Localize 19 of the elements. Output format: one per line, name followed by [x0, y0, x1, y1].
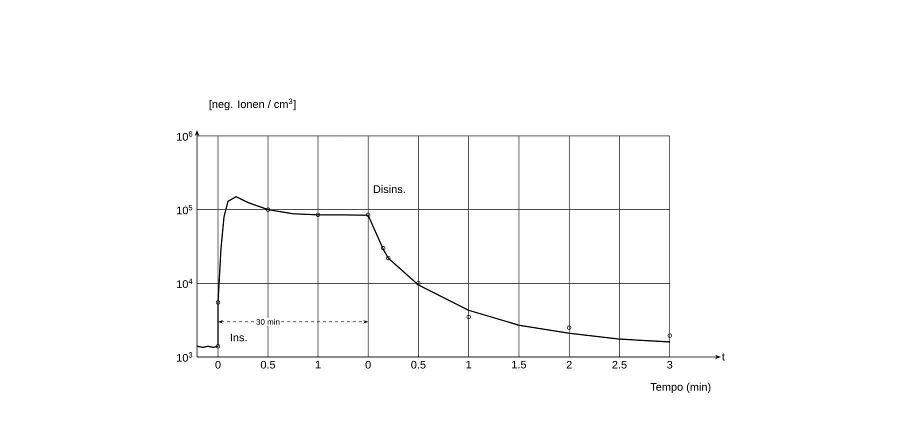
- x-tick-label: 2.5: [612, 360, 627, 369]
- y-tick-label: 10$^{4}$: [177, 278, 192, 288]
- y-tick-label: 10$^{6}$: [177, 131, 192, 141]
- x-tick-label: 1: [466, 360, 472, 368]
- x-tick-label: 0: [366, 360, 371, 369]
- x-tick-label: 0: [215, 360, 221, 369]
- x-tick-label: 0.5: [411, 360, 426, 369]
- y-tick-label: 10$^{3}$: [177, 352, 192, 362]
- text: t: [722, 353, 725, 361]
- x-tick-label: 3: [667, 360, 672, 369]
- x-tick-label: 0.5: [260, 360, 276, 369]
- x-tick-label: 2: [566, 360, 572, 368]
- x-tick-label: 1.5: [512, 360, 526, 368]
- annotation: Disins.: [374, 185, 405, 194]
- y-axis-title: [neg. Ionen / cm$^{3}$]: [210, 98, 296, 110]
- y-tick-label: 10$^{5}$: [177, 204, 192, 214]
- x-axis-title: Tempo (min): [650, 382, 710, 393]
- x-tick-label: 1: [316, 360, 321, 368]
- annotation: Ins.: [230, 334, 246, 342]
